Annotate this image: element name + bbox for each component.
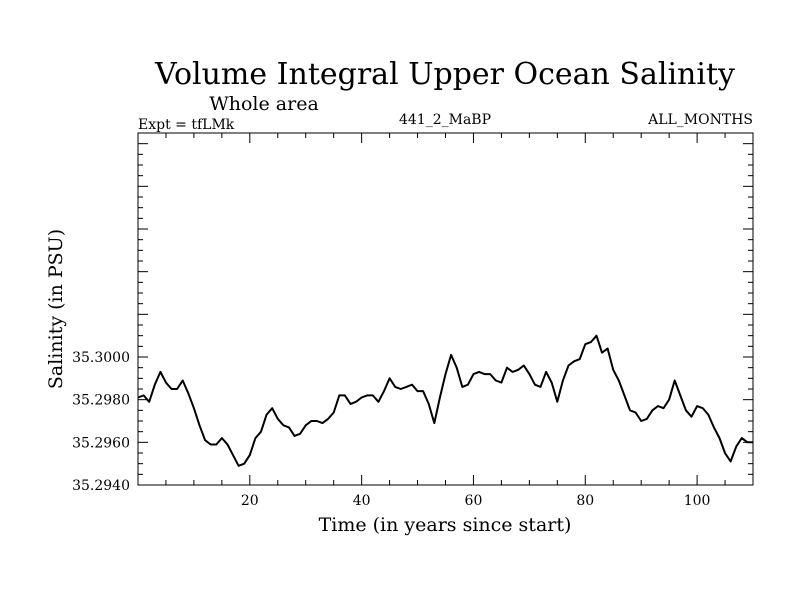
x-tick-label: 40 [353, 493, 371, 509]
y-tick-label: 35.2940 [72, 478, 130, 494]
x-tick-label: 20 [241, 493, 259, 509]
experiment-label: Expt = tfLMk [138, 117, 235, 133]
x-axis-ticks: 20 40 60 80 100 [165, 133, 726, 509]
y-tick-label: 35.2960 [72, 435, 130, 451]
x-tick-label: 80 [576, 493, 594, 509]
x-tick-label: 100 [684, 493, 711, 509]
run-id-label: 441_2_MaBP [399, 112, 491, 128]
x-axis-label: Time (in years since start) [319, 514, 572, 536]
months-label: ALL_MONTHS [647, 112, 753, 128]
chart-subtitle: Whole area [209, 93, 319, 115]
y-axis-ticks: 35.2940 35.2960 35.2980 35.3000 [72, 132, 753, 494]
y-tick-label: 35.3000 [72, 350, 130, 366]
salinity-series-line [137, 334, 753, 467]
plot-frame [137, 132, 754, 486]
chart-title: Volume Integral Upper Ocean Salinity [154, 57, 735, 92]
y-tick-label: 35.2980 [72, 393, 130, 409]
x-tick-label: 60 [465, 493, 483, 509]
y-axis-label: Salinity (in PSU) [45, 229, 67, 389]
